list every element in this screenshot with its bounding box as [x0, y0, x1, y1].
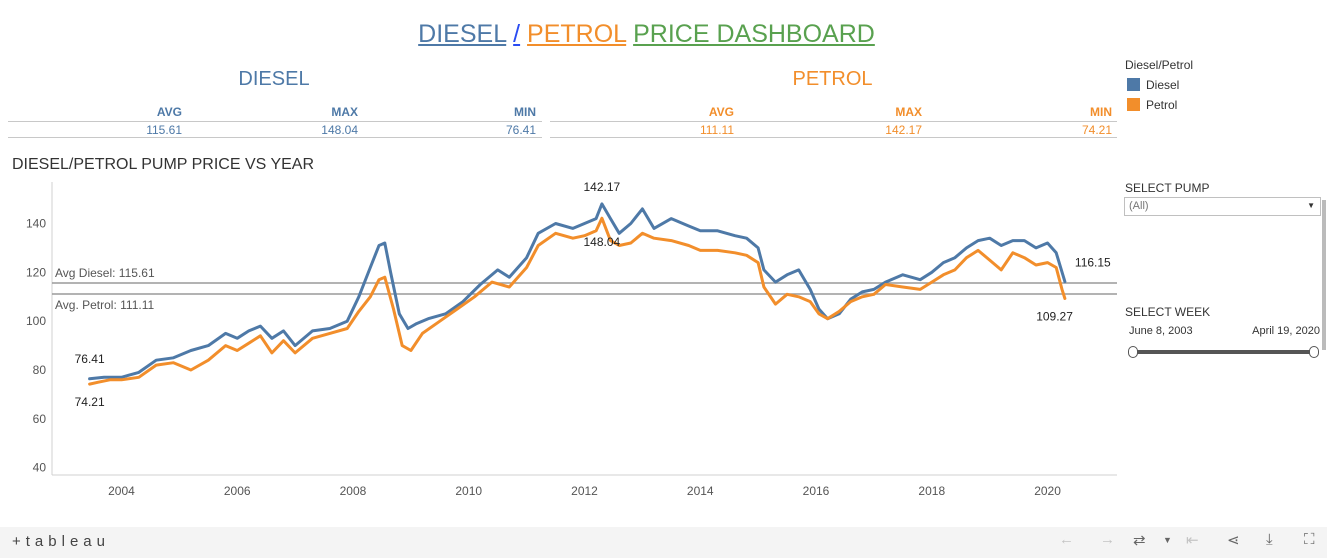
legend-label-diesel: Diesel — [1146, 78, 1180, 92]
week-end-date: April 19, 2020 — [1252, 325, 1320, 337]
x-tick-label: 2020 — [1034, 484, 1061, 498]
diesel-max-value: 148.04 — [321, 123, 358, 137]
select-pump-title: SELECT PUMP — [1125, 181, 1210, 195]
diesel-min-value: 76.41 — [505, 123, 536, 137]
series-line-diesel — [88, 202, 1067, 381]
legend-label-petrol: Petrol — [1146, 98, 1178, 112]
diesel-kpi-bottom-line — [8, 137, 542, 138]
petrol-section-title: PETROL — [792, 68, 873, 90]
fullscreen-icon[interactable]: ⛶ — [1304, 531, 1315, 548]
data-label: 142.17 — [584, 180, 621, 194]
y-tick-label: 140 — [26, 217, 46, 231]
y-tick-label: 80 — [33, 363, 47, 377]
tableau-logo[interactable]: +tableau — [12, 533, 110, 550]
x-tick-label: 2014 — [687, 484, 714, 498]
price-line-chart: 40 60 80 100 120 140 2004 2006 2008 2010 2012 2014 2… — [26, 180, 1117, 498]
legend-title: Diesel/Petrol — [1125, 58, 1194, 72]
replay-chevron-icon[interactable]: ▼ — [1163, 535, 1172, 545]
petrol-kpi-bottom-line — [550, 137, 1117, 138]
pump-dropdown-value: (All) — [1129, 200, 1149, 212]
petrol-max-value: 142.17 — [885, 123, 922, 137]
pump-dropdown[interactable]: (All) ▼ — [1124, 197, 1321, 216]
week-start-date: June 8, 2003 — [1129, 325, 1193, 337]
share-icon[interactable]: ⋖ — [1227, 532, 1240, 549]
reference-line-label: Avg. Petrol: 111.11 — [55, 298, 155, 312]
reference-line-label: Avg Diesel: 115.61 — [55, 266, 155, 280]
series-line-petrol — [88, 216, 1067, 386]
legend-item-petrol[interactable]: Petrol — [1127, 98, 1177, 112]
x-tick-label: 2016 — [803, 484, 830, 498]
x-tick-label: 2004 — [108, 484, 135, 498]
week-slider-end-handle[interactable] — [1309, 346, 1319, 358]
petrol-max-label: MAX — [895, 105, 922, 119]
revert-icon[interactable]: ⇤ — [1186, 532, 1199, 549]
week-slider-start-handle[interactable] — [1128, 346, 1138, 358]
data-label: 148.04 — [584, 235, 621, 249]
legend-item-diesel[interactable]: Diesel — [1127, 78, 1179, 92]
diesel-avg-label: AVG — [156, 105, 182, 119]
petrol-swatch — [1127, 98, 1140, 111]
footer-toolbar — [0, 527, 1327, 558]
data-label: 109.27 — [1036, 310, 1073, 324]
panel-scrollbar[interactable] — [1322, 200, 1326, 350]
x-tick-label: 2018 — [918, 484, 945, 498]
chart-title: DIESEL/PETROL PUMP PRICE VS YEAR — [12, 156, 315, 173]
undo-icon[interactable]: ← — [1059, 531, 1074, 548]
title-petrol: PETROL — [527, 20, 627, 48]
x-tick-label: 2006 — [224, 484, 251, 498]
x-tick-label: 2010 — [455, 484, 482, 498]
title-rest: PRICE DASHBOARD — [633, 20, 875, 48]
diesel-avg-value: 115.61 — [146, 123, 182, 137]
y-tick-label: 40 — [33, 461, 47, 475]
week-slider-track[interactable] — [1133, 350, 1315, 354]
y-tick-label: 120 — [26, 265, 46, 279]
petrol-avg-label: AVG — [708, 105, 734, 119]
diesel-min-label: MIN — [514, 105, 536, 119]
petrol-avg-value: 111.11 — [699, 123, 734, 137]
data-label: 74.21 — [75, 395, 105, 409]
download-icon[interactable]: ⤓ — [1266, 531, 1273, 548]
diesel-section-title: DIESEL — [238, 68, 310, 90]
x-tick-label: 2012 — [571, 484, 598, 498]
dashboard-title: DIESEL / PETROL PRICE DASHBOARD — [0, 20, 1293, 49]
chevron-down-icon: ▼ — [1307, 201, 1315, 210]
redo-icon[interactable]: → — [1100, 531, 1115, 548]
data-label: 116.15 — [1075, 256, 1111, 270]
title-separator: / — [513, 20, 521, 48]
diesel-kpi-divider — [8, 121, 542, 122]
x-tick-label: 2008 — [340, 484, 367, 498]
title-diesel: DIESEL — [418, 20, 507, 48]
replay-icon[interactable]: ⇄ — [1133, 532, 1146, 549]
petrol-min-label: MIN — [1090, 105, 1112, 119]
diesel-swatch — [1127, 78, 1140, 91]
petrol-min-value: 74.21 — [1081, 123, 1112, 137]
data-label: 76.41 — [75, 352, 105, 366]
y-tick-label: 60 — [33, 412, 47, 426]
diesel-max-label: MAX — [331, 105, 358, 119]
y-tick-label: 100 — [26, 314, 46, 328]
select-week-title: SELECT WEEK — [1125, 305, 1211, 319]
petrol-kpi-divider — [550, 121, 1117, 122]
